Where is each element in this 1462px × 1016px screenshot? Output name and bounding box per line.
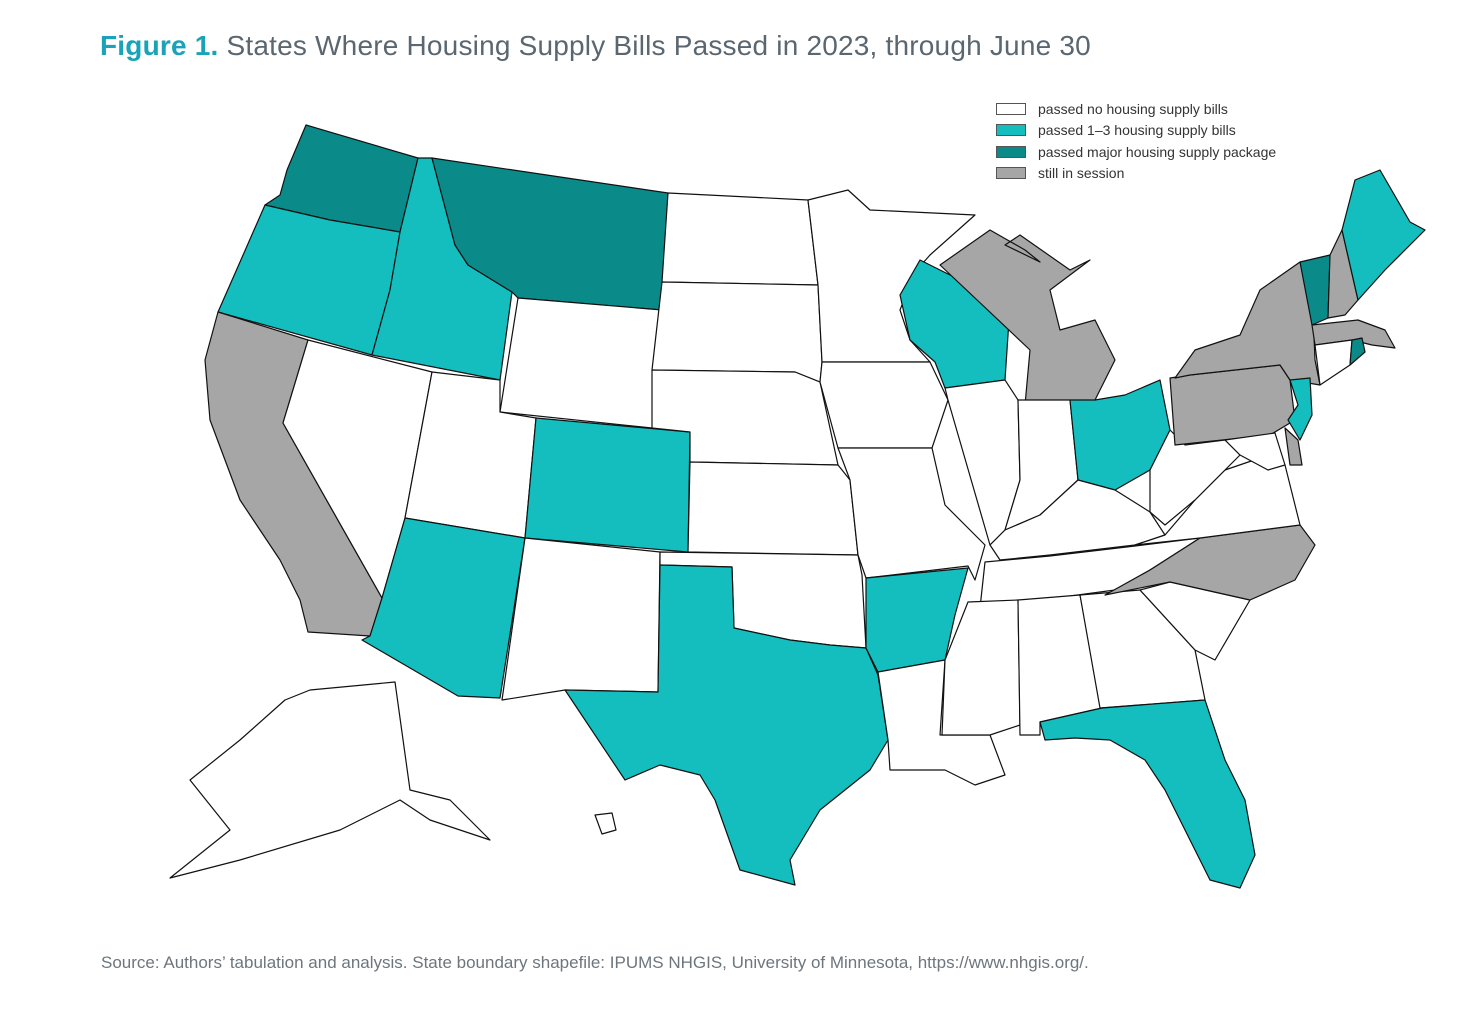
state-ak — [169, 681, 491, 879]
state-ga — [1079, 589, 1206, 709]
state-tx — [564, 564, 889, 886]
state-nh — [1327, 229, 1359, 319]
legend-item-major: passed major housing supply package — [996, 141, 1276, 163]
state-ct — [1314, 339, 1353, 386]
source-note: Source: Authors’ tabulation and analysis… — [101, 953, 1089, 972]
state-me — [1341, 169, 1426, 301]
state-nd — [661, 192, 819, 286]
legend-item-session: still in session — [996, 163, 1276, 185]
legend-label-session: still in session — [1038, 165, 1125, 182]
figure-title-text: States Where Housing Supply Bills Passed… — [226, 30, 1091, 61]
state-pa — [1169, 364, 1296, 446]
state-ri — [1349, 337, 1366, 366]
state-ia — [819, 361, 949, 449]
legend-swatch-some — [996, 124, 1026, 137]
state-sd — [651, 281, 823, 383]
state-co — [524, 417, 691, 553]
state-mo — [837, 447, 986, 581]
state-fl — [1039, 699, 1256, 889]
legend-label-none: passed no housing supply bills — [1038, 100, 1228, 117]
state-nj — [1287, 377, 1313, 441]
legend-swatch-none — [996, 102, 1026, 115]
figure-title: Figure 1. States Where Housing Supply Bi… — [100, 30, 1091, 62]
state-nm — [501, 537, 661, 701]
legend-item-some: passed 1–3 housing supply bills — [996, 120, 1276, 142]
state-ny — [1174, 261, 1321, 386]
legend-label-some: passed 1–3 housing supply bills — [1038, 122, 1236, 139]
state-wy — [499, 297, 663, 429]
legend-swatch-session — [996, 167, 1026, 180]
state-la — [877, 659, 1006, 786]
state-de — [1284, 427, 1303, 466]
map-legend: passed no housing supply bills passed 1–3… — [996, 98, 1276, 184]
figure-label: Figure 1. — [100, 30, 219, 61]
state-md — [1224, 432, 1286, 471]
legend-swatch-major — [996, 145, 1026, 158]
state-hi — [594, 812, 617, 835]
legend-item-none: passed no housing supply bills — [996, 98, 1276, 120]
state-ks — [687, 461, 859, 556]
legend-label-major: passed major housing supply package — [1038, 143, 1277, 160]
